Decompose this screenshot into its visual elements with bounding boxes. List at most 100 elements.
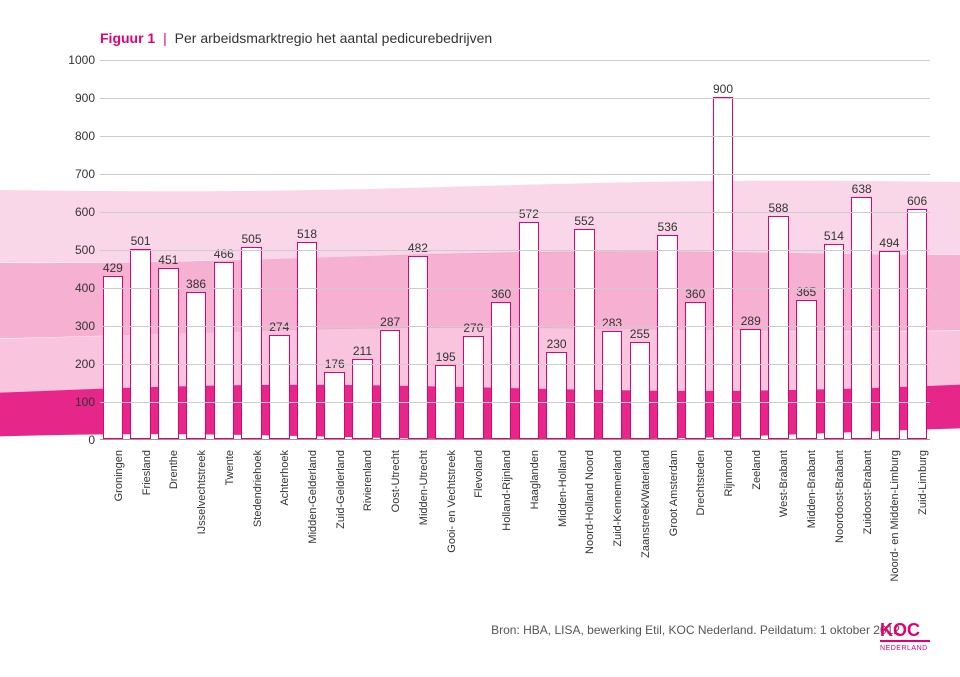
gridline xyxy=(100,136,930,137)
x-label-wrap: Midden-Holland xyxy=(544,445,570,645)
y-tick-label: 0 xyxy=(88,433,95,447)
bar: 494 xyxy=(879,251,900,439)
bar-value-label: 360 xyxy=(491,287,511,301)
bar-value-label: 536 xyxy=(658,220,678,234)
source-text: Bron: HBA, LISA, bewerking Etil, KOC Ned… xyxy=(491,623,900,637)
bar: 360 xyxy=(685,302,706,439)
x-label-wrap: Drenthe xyxy=(155,445,181,645)
x-label: Gooi- en Vechtstreek xyxy=(446,450,458,553)
bar-value-label: 386 xyxy=(186,277,206,291)
x-label: Rijnmond xyxy=(723,450,735,496)
x-label: Rivierenland xyxy=(362,450,374,511)
x-label-wrap: Zuidoost-Brabant xyxy=(849,445,875,645)
x-label-wrap: Midden-Gelderland xyxy=(294,445,320,645)
x-label-wrap: Stedendriehoek xyxy=(239,445,265,645)
x-label-wrap: Rivierenland xyxy=(350,445,376,645)
x-label: Oost-Utrecht xyxy=(390,450,402,512)
x-label: Friesland xyxy=(141,450,153,495)
bar-value-label: 900 xyxy=(713,82,733,96)
bar: 536 xyxy=(657,235,678,439)
bar-value-label: 501 xyxy=(131,234,151,248)
x-label-wrap: West-Brabant xyxy=(766,445,792,645)
x-label: Midden-Brabant xyxy=(806,450,818,528)
x-label-wrap: Groningen xyxy=(100,445,126,645)
y-tick-label: 800 xyxy=(75,129,95,143)
logo-text: KOC xyxy=(880,620,920,640)
bar-value-label: 230 xyxy=(547,337,567,351)
bar-value-label: 255 xyxy=(630,327,650,341)
bar: 365 xyxy=(796,300,817,439)
bar-chart: 4295014513864665052745181762112874821952… xyxy=(60,60,930,460)
y-tick-label: 500 xyxy=(75,243,95,257)
bar: 451 xyxy=(158,268,179,439)
x-label-wrap: Zuid-Limburg xyxy=(904,445,930,645)
x-label: Midden-Gelderland xyxy=(307,450,319,544)
x-labels: Groningen FrieslandDrenthe IJsselvechtstre… xyxy=(100,445,930,645)
x-label: Holland-Rijnland xyxy=(501,450,513,531)
y-tick-label: 100 xyxy=(75,395,95,409)
bar: 514 xyxy=(824,244,845,439)
x-label-wrap: Zuid-Gelderland xyxy=(322,445,348,645)
page: Figuur 1 | Per arbeidsmarktregio het aan… xyxy=(0,0,960,677)
bar-value-label: 482 xyxy=(408,241,428,255)
bar: 505 xyxy=(241,247,262,439)
gridline xyxy=(100,98,930,99)
bar-value-label: 360 xyxy=(685,287,705,301)
bar: 606 xyxy=(907,209,928,439)
bar: 501 xyxy=(130,249,151,439)
x-label: IJsselvechtstreek xyxy=(196,450,208,534)
plot-area: 4295014513864665052745181762112874821952… xyxy=(100,60,930,440)
x-label: Noord-Holland Noord xyxy=(584,450,596,554)
x-label-wrap: Zeeland xyxy=(738,445,764,645)
x-label: Noord- en Midden-Limburg xyxy=(889,450,901,581)
x-label-wrap: Friesland xyxy=(128,445,154,645)
x-label-wrap: Noord-Holland Noord xyxy=(571,445,597,645)
x-label-wrap: Groot Amsterdam xyxy=(655,445,681,645)
x-label-wrap: Achterhoek xyxy=(266,445,292,645)
bar: 900 xyxy=(713,97,734,439)
gridline xyxy=(100,326,930,327)
gridline xyxy=(100,250,930,251)
y-tick-label: 400 xyxy=(75,281,95,295)
x-label-wrap: Zaanstreek/Waterland xyxy=(627,445,653,645)
bar-value-label: 211 xyxy=(353,344,372,358)
chart-title: Figuur 1 | Per arbeidsmarktregio het aan… xyxy=(100,30,492,46)
x-label-wrap: Noord- en Midden-Limburg xyxy=(877,445,903,645)
bar: 572 xyxy=(519,222,540,439)
x-label-wrap: Rijnmond xyxy=(710,445,736,645)
x-label: Zuid-Limburg xyxy=(917,450,929,515)
x-label-wrap: Gooi- en Vechtstreek xyxy=(433,445,459,645)
x-label: Zuid-Kennemerland xyxy=(612,450,624,547)
x-label-wrap: IJsselvechtstreek xyxy=(183,445,209,645)
gridline xyxy=(100,402,930,403)
x-label: West-Brabant xyxy=(778,450,790,517)
x-label-wrap: Noordoost-Brabant xyxy=(821,445,847,645)
title-separator: | xyxy=(163,30,167,46)
bar-value-label: 195 xyxy=(436,350,456,364)
bar-value-label: 552 xyxy=(574,214,594,228)
bar-value-label: 518 xyxy=(297,227,317,241)
y-tick-label: 300 xyxy=(75,319,95,333)
x-label: Zuidoost-Brabant xyxy=(862,450,874,534)
y-tick-label: 200 xyxy=(75,357,95,371)
x-label: Noordoost-Brabant xyxy=(834,450,846,543)
bar-value-label: 451 xyxy=(158,253,178,267)
gridline xyxy=(100,288,930,289)
logo-subtext: NEDERLAND xyxy=(880,645,928,652)
bar: 289 xyxy=(740,329,761,439)
x-label-wrap: Midden-Brabant xyxy=(793,445,819,645)
x-label: Midden-Holland xyxy=(557,450,569,527)
x-label: Haaglanden xyxy=(529,450,541,509)
title-text: Per arbeidsmarktregio het aantal pedicur… xyxy=(175,30,493,46)
y-tick-label: 900 xyxy=(75,91,95,105)
x-label-wrap: Twente xyxy=(211,445,237,645)
x-label-wrap: Drechtsteden xyxy=(682,445,708,645)
gridline xyxy=(100,174,930,175)
bar-value-label: 505 xyxy=(242,232,262,246)
x-label: Midden-Utrecht xyxy=(418,450,430,525)
x-label: Achterhoek xyxy=(279,450,291,506)
figure-number: Figuur 1 xyxy=(100,30,155,46)
x-label: Stedendriehoek xyxy=(252,450,264,527)
bar: 287 xyxy=(380,330,401,439)
bar: 211 xyxy=(352,359,373,439)
